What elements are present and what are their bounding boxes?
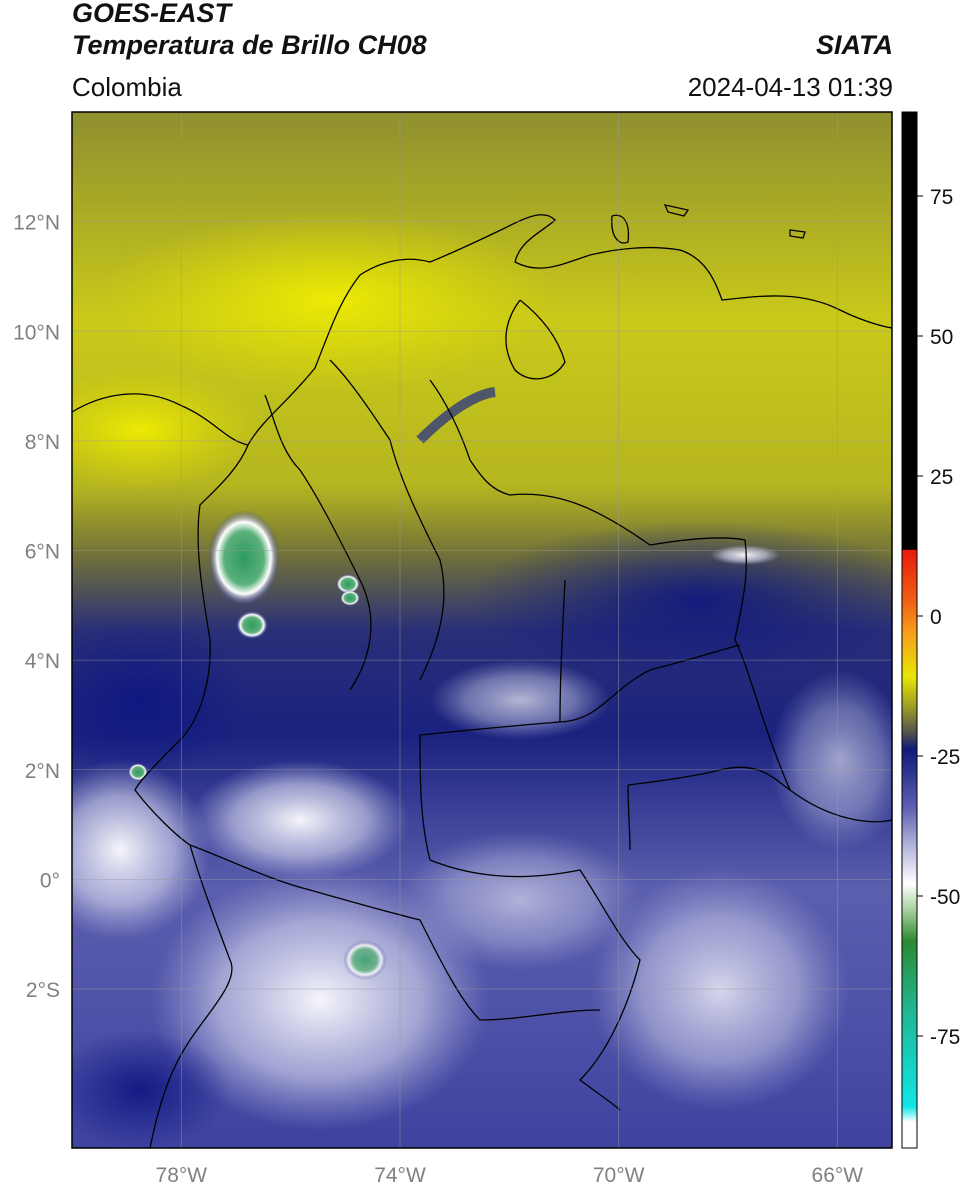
organization-label: SIATA (816, 30, 893, 60)
longitude-tick-labels: 78°W 74°W 70°W 66°W (156, 1164, 864, 1187)
latitude-label: 2°N (25, 760, 60, 783)
longitude-label: 66°W (812, 1164, 864, 1187)
title-satellite: GOES-EAST (72, 0, 232, 28)
datetime-label: 2024-04-13 01:39 (687, 72, 893, 102)
colorbar-label: -50 (930, 886, 960, 909)
region-label: Colombia (72, 72, 182, 102)
colorbar-label: -25 (930, 746, 960, 769)
latitude-label: 2°S (26, 979, 60, 1002)
colorbar-label: -75 (930, 1026, 960, 1049)
latitude-label: 10°N (13, 321, 60, 344)
longitude-label: 78°W (156, 1164, 208, 1187)
longitude-label: 70°W (593, 1164, 645, 1187)
brightness-temperature-raster (72, 112, 892, 1148)
colorbar (901, 111, 918, 1149)
colorbar-label: 25 (930, 466, 953, 489)
colorbar-label: 50 (930, 326, 953, 349)
latitude-label: 0° (40, 869, 60, 892)
colorbar-label: 0 (930, 606, 942, 629)
longitude-label: 74°W (374, 1164, 426, 1187)
colorbar-tick-labels: 75 50 25 0 -25 -50 -75 (917, 186, 960, 1049)
latitude-label: 12°N (13, 212, 60, 235)
map-frame (71, 111, 893, 1149)
title-product: Temperatura de Brillo CH08 (72, 30, 427, 60)
latitude-label: 8°N (25, 431, 60, 454)
colorbar-label: 75 (930, 186, 953, 209)
latitude-tick-labels: 12°N 10°N 8°N 6°N 4°N 2°N 0° 2°S (13, 212, 60, 1002)
graticule (72, 112, 892, 1148)
latitude-label: 6°N (25, 541, 60, 564)
latitude-label: 4°N (25, 650, 60, 673)
